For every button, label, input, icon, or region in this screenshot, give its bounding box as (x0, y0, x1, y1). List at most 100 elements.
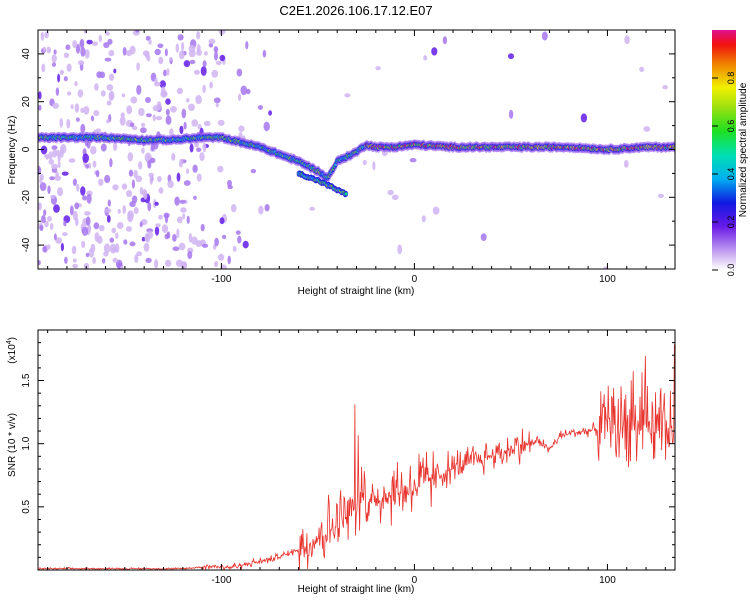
noise-speck (98, 178, 104, 186)
noise-speck (423, 55, 428, 61)
noise-speck (657, 193, 665, 198)
noise-speck (178, 50, 185, 60)
noise-speck (258, 205, 264, 215)
figure-title: C2E1.2026.106.17.12.E07 (279, 3, 432, 18)
noise-speck (59, 147, 64, 158)
noise-speck (188, 103, 195, 112)
noise-speck (165, 98, 171, 105)
noise-speck (121, 93, 126, 98)
noise-speck (421, 215, 426, 223)
noise-speck (109, 243, 117, 254)
noise-speck (211, 69, 219, 78)
noise-speck (85, 164, 90, 169)
noise-speck (169, 57, 173, 61)
y-tick-label: 0 (21, 146, 32, 152)
noise-speck (214, 237, 219, 247)
noise-speck (77, 89, 84, 98)
noise-speck (129, 241, 136, 247)
noise-speck (53, 49, 57, 55)
noise-speck (136, 251, 143, 257)
noise-speck (127, 152, 134, 162)
noise-speck (196, 31, 201, 40)
x-tick-label: 0 (412, 575, 418, 586)
noise-speck (103, 243, 111, 254)
noise-speck (119, 116, 126, 126)
noise-speck (236, 68, 243, 77)
noise-speck (82, 195, 87, 201)
y-tick-label: -40 (21, 237, 32, 252)
y-tick-label: 0.5 (21, 499, 32, 513)
noise-speck (157, 176, 162, 183)
noise-speck (193, 195, 197, 200)
noise-speck (215, 103, 219, 108)
noise-speck (104, 57, 112, 62)
noise-speck (196, 147, 202, 153)
noise-speck (165, 108, 170, 116)
noise-speck (217, 119, 225, 126)
x-tick-label: 100 (599, 575, 616, 586)
noise-speck (42, 246, 47, 253)
noise-speck (217, 253, 225, 261)
noise-speck (51, 163, 58, 170)
noise-speck (242, 240, 249, 249)
noise-speck (141, 237, 146, 242)
spectrogram-ylabel: Frequency (Hz) (7, 116, 18, 185)
noise-speck (144, 233, 149, 242)
noise-speck (480, 233, 487, 242)
noise-speck (176, 172, 181, 182)
noise-speck (154, 259, 159, 269)
noise-speck (85, 252, 90, 258)
noise-speck (189, 143, 194, 153)
noise-speck (235, 230, 241, 235)
colorbar-tick-label: 0.0 (726, 264, 736, 277)
noise-speck (227, 179, 232, 187)
noise-speck (215, 60, 222, 66)
noise-speck (508, 109, 514, 119)
svg-text:(x104): (x104) (6, 337, 18, 364)
noise-speck (179, 199, 186, 204)
noise-speck (199, 152, 205, 162)
spectrogram-xlabel: Height of straight line (km) (298, 286, 415, 297)
noise-speck (77, 60, 85, 66)
noise-speck (431, 47, 438, 56)
colorbar: 0.0 0.2 0.4 0.6 0.8 Normalized spectral ampl… (712, 30, 749, 276)
noise-speck (92, 160, 97, 168)
noise-speck (106, 84, 114, 91)
noise-speck (75, 43, 81, 54)
noise-speck (149, 175, 153, 185)
noise-speck (145, 113, 152, 118)
noise-speck (200, 66, 207, 76)
noise-speck (72, 178, 77, 186)
noise-speck (96, 71, 102, 79)
noise-speck (74, 103, 80, 113)
noise-speck (227, 255, 231, 265)
noise-speck (217, 165, 224, 173)
noise-speck (181, 41, 185, 51)
noise-speck (195, 94, 202, 105)
noise-speck (95, 170, 100, 178)
noise-speck (183, 121, 187, 130)
noise-speck (213, 97, 221, 104)
noise-speck (88, 247, 95, 258)
noise-speck (250, 168, 257, 174)
noise-speck (164, 259, 172, 267)
snr-panel: -100 0 100 0.5 1.0 1.5 Height of straight lin… (6, 329, 676, 595)
noise-speck (65, 44, 71, 50)
noise-speck (397, 244, 403, 255)
noise-speck (145, 257, 152, 263)
noise-speck (164, 213, 169, 224)
noise-speck (42, 46, 47, 52)
noise-speck (662, 85, 668, 90)
noise-speck (106, 100, 112, 106)
noise-speck (245, 41, 249, 50)
noise-speck (153, 81, 161, 87)
noise-speck (220, 264, 227, 269)
noise-speck (186, 215, 190, 224)
noise-speck (158, 187, 164, 194)
noise-speck (202, 142, 207, 153)
noise-speck (122, 47, 127, 56)
noise-speck (176, 228, 180, 239)
noise-speck (108, 49, 115, 57)
noise-speck (107, 199, 112, 207)
